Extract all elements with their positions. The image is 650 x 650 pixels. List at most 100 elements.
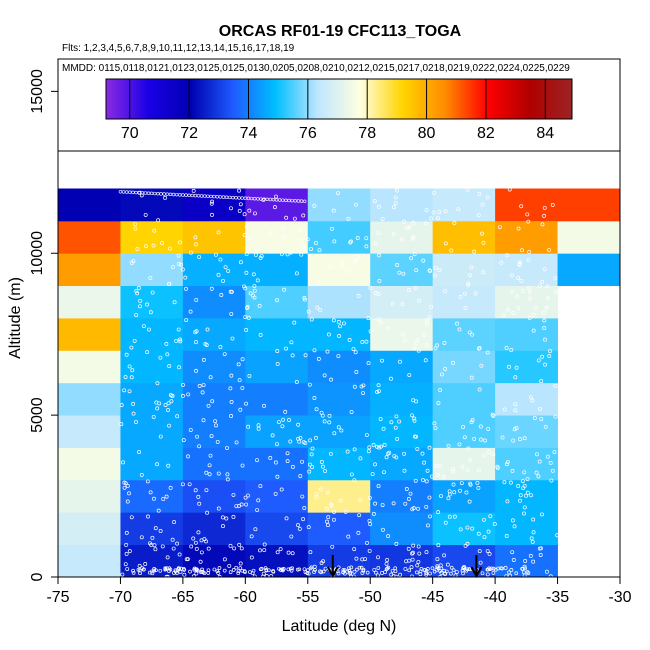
sample-point bbox=[427, 315, 432, 320]
sample-point bbox=[338, 324, 343, 329]
sample-point bbox=[124, 352, 129, 357]
sample-point bbox=[517, 260, 522, 265]
sample-point bbox=[546, 295, 551, 300]
sample-point bbox=[122, 485, 127, 490]
sample-point bbox=[159, 192, 163, 196]
sample-point bbox=[464, 568, 469, 573]
sample-point bbox=[152, 228, 157, 233]
sample-point bbox=[370, 472, 375, 476]
sample-point bbox=[298, 435, 303, 440]
sample-point bbox=[410, 550, 415, 555]
sample-point bbox=[246, 196, 251, 201]
sample-point bbox=[163, 195, 168, 200]
sample-point bbox=[543, 362, 548, 367]
sample-point bbox=[402, 468, 407, 473]
sample-point bbox=[408, 491, 413, 496]
sample-point bbox=[443, 367, 448, 371]
sample-point bbox=[134, 420, 138, 425]
y-axis-label: Altitude (m) bbox=[7, 277, 24, 359]
sample-point bbox=[461, 566, 465, 570]
heatmap-cell bbox=[58, 253, 121, 287]
sample-point bbox=[501, 313, 506, 318]
sample-point bbox=[279, 252, 284, 256]
sample-point bbox=[229, 206, 233, 211]
sample-point bbox=[455, 321, 459, 326]
heatmap-cell bbox=[58, 220, 121, 254]
sample-point bbox=[316, 356, 321, 361]
sample-point bbox=[445, 562, 450, 567]
sample-point bbox=[275, 474, 280, 479]
sample-point bbox=[244, 328, 249, 332]
sample-point bbox=[476, 213, 481, 218]
sample-point bbox=[387, 450, 392, 455]
sample-point bbox=[526, 219, 531, 224]
sample-point bbox=[229, 311, 234, 316]
sample-point bbox=[324, 506, 329, 511]
sample-point bbox=[449, 565, 454, 570]
sample-point bbox=[206, 194, 210, 198]
sample-point bbox=[165, 352, 170, 357]
heatmap-cell bbox=[432, 447, 496, 481]
sample-point bbox=[386, 451, 391, 456]
sample-point bbox=[437, 267, 442, 272]
sample-point bbox=[542, 326, 547, 330]
sample-point bbox=[521, 486, 526, 490]
sample-point bbox=[273, 491, 278, 496]
sample-point bbox=[139, 535, 144, 540]
sample-point bbox=[188, 309, 193, 314]
heatmap-cell bbox=[495, 285, 558, 319]
sample-point bbox=[443, 289, 448, 293]
sample-point bbox=[237, 188, 241, 193]
colorbar-tick-label: 76 bbox=[299, 125, 317, 142]
sample-point bbox=[539, 417, 544, 421]
sample-point bbox=[414, 341, 419, 345]
sample-point bbox=[454, 570, 459, 574]
sample-point bbox=[423, 221, 428, 226]
sample-point bbox=[188, 428, 193, 433]
sample-point bbox=[323, 469, 328, 473]
sample-point bbox=[189, 250, 193, 255]
sample-point bbox=[236, 571, 241, 576]
sample-point bbox=[216, 471, 221, 476]
sample-point bbox=[415, 447, 420, 451]
sample-point bbox=[425, 468, 430, 473]
sample-point bbox=[300, 494, 305, 499]
sample-point bbox=[360, 340, 365, 344]
sample-point bbox=[189, 544, 194, 549]
sample-point bbox=[332, 509, 336, 514]
sample-point bbox=[283, 409, 288, 414]
sample-point bbox=[458, 527, 463, 532]
sample-point bbox=[123, 375, 128, 380]
sample-point bbox=[380, 358, 384, 363]
sample-point bbox=[413, 285, 418, 290]
sample-point bbox=[320, 464, 325, 469]
heatmap-cell bbox=[432, 318, 496, 351]
y-axis-ticks: 0 5000 10000 15000 bbox=[29, 69, 58, 581]
heatmap-cell bbox=[58, 382, 121, 416]
sample-point bbox=[310, 446, 315, 451]
heatmap-cell bbox=[307, 512, 371, 546]
sample-point bbox=[422, 460, 427, 465]
sample-point bbox=[421, 478, 426, 483]
sample-point bbox=[349, 472, 354, 477]
sample-point bbox=[367, 445, 372, 450]
sample-point bbox=[158, 568, 163, 573]
sample-point bbox=[552, 450, 557, 455]
sample-point bbox=[336, 354, 341, 358]
sample-point bbox=[186, 454, 191, 459]
sample-point bbox=[234, 196, 238, 200]
sample-point bbox=[462, 291, 467, 296]
sample-point bbox=[155, 381, 160, 386]
sample-point bbox=[531, 530, 536, 535]
sample-point bbox=[134, 289, 139, 294]
sample-point bbox=[250, 293, 255, 298]
sample-point bbox=[410, 557, 415, 562]
sample-point bbox=[378, 320, 383, 325]
sample-point bbox=[463, 543, 468, 548]
heatmap-cell bbox=[120, 318, 184, 351]
sample-point bbox=[342, 568, 347, 572]
sample-point bbox=[258, 567, 263, 572]
sample-point bbox=[146, 327, 151, 332]
x-axis-ticks: -75 -70 -65 -60 -55 -50 -45 -40 -35 -30 bbox=[46, 577, 632, 606]
sample-point bbox=[449, 571, 453, 576]
